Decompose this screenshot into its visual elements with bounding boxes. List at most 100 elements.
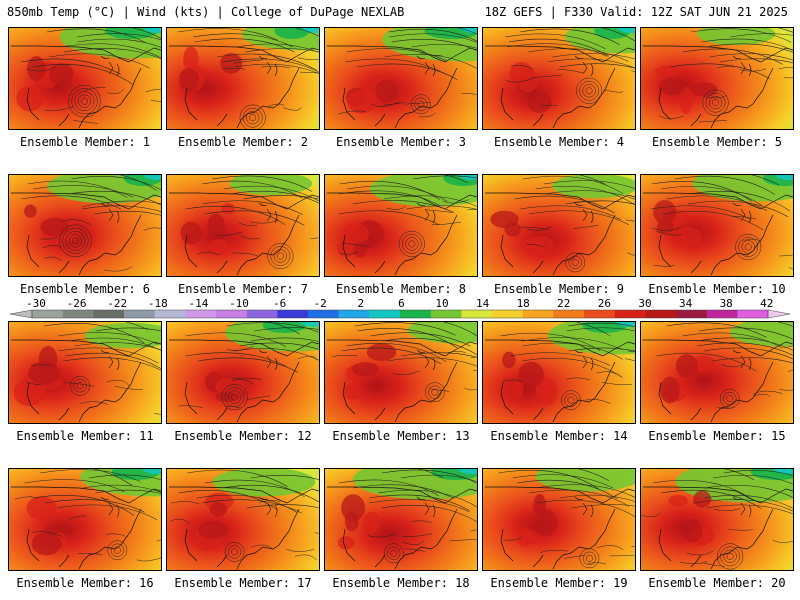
colorbar-tick-label: -14 xyxy=(188,297,209,310)
temperature-map xyxy=(325,28,477,129)
ensemble-member-label: Ensemble Member: 15 xyxy=(648,429,786,443)
ensemble-member-label: Ensemble Member: 12 xyxy=(174,429,312,443)
colorbar-tick-label: 34 xyxy=(678,297,693,310)
ensemble-map-panel xyxy=(640,321,794,424)
ensemble-member-label: Ensemble Member: 20 xyxy=(648,576,786,590)
temperature-map xyxy=(167,322,319,423)
ensemble-member-label: Ensemble Member: 7 xyxy=(177,282,309,296)
ensemble-member-label: Ensemble Member: 17 xyxy=(174,576,312,590)
ensemble-map-panel xyxy=(8,468,162,571)
ensemble-map-panel xyxy=(482,321,636,424)
ensemble-member-label: Ensemble Member: 3 xyxy=(335,135,467,149)
ensemble-map-panel xyxy=(166,27,320,130)
ensemble-map-panel xyxy=(640,27,794,130)
colorbar-swatch xyxy=(400,310,431,318)
ensemble-member-label: Ensemble Member: 11 xyxy=(16,429,154,443)
colorbar-tick-label: 22 xyxy=(557,297,571,310)
colorbar-tick-label: 38 xyxy=(719,297,733,310)
temperature-map xyxy=(9,322,161,423)
colorbar-tick-label: -30 xyxy=(26,297,46,310)
colorbar-tick-label: -6 xyxy=(272,297,287,310)
temperature-map xyxy=(167,28,319,129)
ensemble-map-panel xyxy=(324,321,478,424)
temperature-map xyxy=(483,28,635,129)
colorbar-tick-label: -18 xyxy=(147,297,168,310)
ensemble-map-panel xyxy=(324,27,478,130)
colorbar-swatch xyxy=(430,310,462,318)
temperature-map xyxy=(641,322,793,423)
colorbar-tick-label: 26 xyxy=(597,297,612,310)
temperature-map xyxy=(325,175,477,276)
colorbar-swatch xyxy=(461,310,493,318)
ensemble-map-panel xyxy=(166,468,320,571)
colorbar-arrow-left xyxy=(10,309,33,319)
ensemble-map-panel xyxy=(324,174,478,277)
colorbar-tick-label: -2 xyxy=(313,297,327,310)
temperature-map xyxy=(9,469,161,570)
temperature-map xyxy=(167,175,319,276)
colorbar-swatch xyxy=(154,310,186,318)
temperature-map xyxy=(483,469,635,570)
ensemble-map-panel xyxy=(482,468,636,571)
ensemble-map-panel xyxy=(8,27,162,130)
colorbar-swatch xyxy=(216,310,247,318)
ensemble-member-label: Ensemble Member: 19 xyxy=(490,576,628,590)
ensemble-map-panel xyxy=(166,321,320,424)
temperature-map xyxy=(9,28,161,129)
run-valid-time: 18Z GEFS | F330 Valid: 12Z SAT JUN 21 20… xyxy=(484,5,788,19)
ensemble-member-label: Ensemble Member: 16 xyxy=(16,576,154,590)
ensemble-map-panel xyxy=(640,468,794,571)
ensemble-member-label: Ensemble Member: 9 xyxy=(493,282,625,296)
temperature-map xyxy=(641,469,793,570)
ensemble-member-label: Ensemble Member: 5 xyxy=(651,135,783,149)
ensemble-member-label: Ensemble Member: 1 xyxy=(19,135,151,149)
colorbar-swatch xyxy=(584,310,615,318)
colorbar-tick-label: 14 xyxy=(475,297,490,310)
colorbar-swatch xyxy=(676,310,707,318)
colorbar-swatch xyxy=(737,310,769,318)
ensemble-member-label: Ensemble Member: 14 xyxy=(490,429,628,443)
temperature-map xyxy=(641,28,793,129)
ensemble-member-label: Ensemble Member: 6 xyxy=(19,282,151,296)
colorbar-tick-label: 18 xyxy=(516,297,530,310)
ensemble-map-panel xyxy=(482,27,636,130)
colorbar-tick-label: 30 xyxy=(638,297,652,310)
temperature-map xyxy=(325,322,477,423)
colorbar-swatch xyxy=(93,310,125,318)
ensemble-member-label: Ensemble Member: 8 xyxy=(335,282,467,296)
colorbar-swatch xyxy=(553,310,585,318)
colorbar-swatch xyxy=(124,310,155,318)
temperature-colorbar xyxy=(10,309,790,319)
colorbar-swatch xyxy=(185,310,217,318)
temperature-map xyxy=(325,469,477,570)
colorbar-tick-label: 42 xyxy=(760,297,774,310)
colorbar-tick-label: -22 xyxy=(107,297,128,310)
ensemble-member-label: Ensemble Member: 2 xyxy=(177,135,309,149)
colorbar-tick-label: 10 xyxy=(435,297,449,310)
ensemble-map-panel xyxy=(640,174,794,277)
colorbar-swatch xyxy=(492,310,523,318)
colorbar-swatch xyxy=(308,310,339,318)
colorbar-swatch xyxy=(62,310,94,318)
temperature-map xyxy=(167,469,319,570)
ensemble-map-panel xyxy=(482,174,636,277)
ensemble-member-label: Ensemble Member: 13 xyxy=(332,429,470,443)
colorbar-tick-label: -26 xyxy=(66,297,87,310)
temperature-map xyxy=(483,175,635,276)
ensemble-member-label: Ensemble Member: 10 xyxy=(648,282,786,296)
ensemble-member-label: Ensemble Member: 18 xyxy=(332,576,470,590)
ensemble-member-label: Ensemble Member: 4 xyxy=(493,135,625,149)
ensemble-map-panel xyxy=(166,174,320,277)
map-title: 850mb Temp (°C) | Wind (kts) | College o… xyxy=(7,5,405,19)
colorbar-arrow-right xyxy=(767,309,790,319)
ensemble-map-panel xyxy=(324,468,478,571)
temperature-map xyxy=(641,175,793,276)
colorbar-tick-label: 2 xyxy=(357,297,365,310)
colorbar-swatch xyxy=(706,310,738,318)
colorbar-swatch xyxy=(645,310,677,318)
ensemble-map-panel xyxy=(8,174,162,277)
colorbar-swatch xyxy=(246,310,278,318)
colorbar-swatch xyxy=(369,310,401,318)
colorbar-tick-label: 6 xyxy=(398,297,405,310)
colorbar-swatch xyxy=(522,310,554,318)
